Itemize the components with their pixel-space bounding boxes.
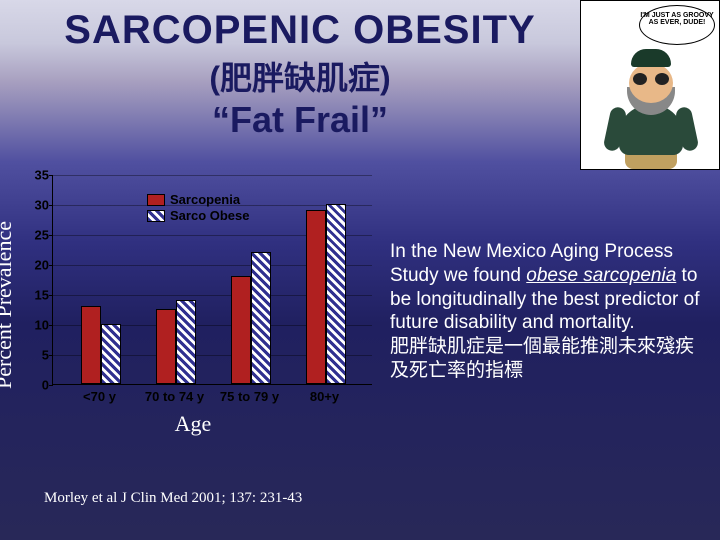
- bar: [251, 252, 271, 384]
- y-tick: 10: [25, 318, 49, 333]
- y-axis-label: Percent Prevalence: [0, 221, 17, 389]
- legend-item: Sarco Obese: [147, 208, 250, 223]
- bar: [306, 210, 326, 384]
- plot-area: SarcopeniaSarco Obese 05101520253035: [52, 175, 372, 385]
- speech-bubble: I'M JUST AS GROOVY AS EVER, DUDE!: [639, 5, 715, 45]
- x-tick: 70 to 74 y: [145, 389, 204, 404]
- y-tick: 5: [25, 348, 49, 363]
- cartoon-image: I'M JUST AS GROOVY AS EVER, DUDE!: [580, 0, 720, 170]
- bar: [101, 324, 121, 384]
- y-tick: 30: [25, 198, 49, 213]
- bar: [81, 306, 101, 384]
- y-tick: 0: [25, 378, 49, 393]
- bar: [231, 276, 251, 384]
- bar: [176, 300, 196, 384]
- prevalence-chart: Percent Prevalence SarcopeniaSarco Obese…: [8, 175, 378, 435]
- x-tick: 75 to 79 y: [220, 389, 279, 404]
- x-tick: <70 y: [83, 389, 116, 404]
- y-tick: 25: [25, 228, 49, 243]
- chart-legend: SarcopeniaSarco Obese: [143, 189, 254, 226]
- x-axis-label: Age: [8, 411, 378, 437]
- desc-chinese: 肥胖缺肌症是一個最能推測未來殘疾及死亡率的指標: [390, 336, 694, 381]
- title-sub-chinese: (肥胖缺肌症): [40, 53, 560, 99]
- y-tick: 15: [25, 288, 49, 303]
- citation-text: Morley et al J Clin Med 2001; 137: 231-4…: [44, 490, 302, 507]
- bar: [326, 204, 346, 384]
- y-tick: 35: [25, 168, 49, 183]
- description-text: In the New Mexico Aging Process Study we…: [390, 240, 712, 383]
- cartoon-figure: [601, 49, 701, 169]
- x-tick: 80+y: [310, 389, 339, 404]
- y-tick: 20: [25, 258, 49, 273]
- title-block: SARCOPENIC OBESITY (肥胖缺肌症) “Fat Frail”: [40, 8, 560, 141]
- title-main: SARCOPENIC OBESITY: [40, 8, 560, 53]
- bar: [156, 309, 176, 384]
- title-sub-english: “Fat Frail”: [40, 99, 560, 141]
- desc-emphasis: obese sarcopenia: [526, 265, 676, 286]
